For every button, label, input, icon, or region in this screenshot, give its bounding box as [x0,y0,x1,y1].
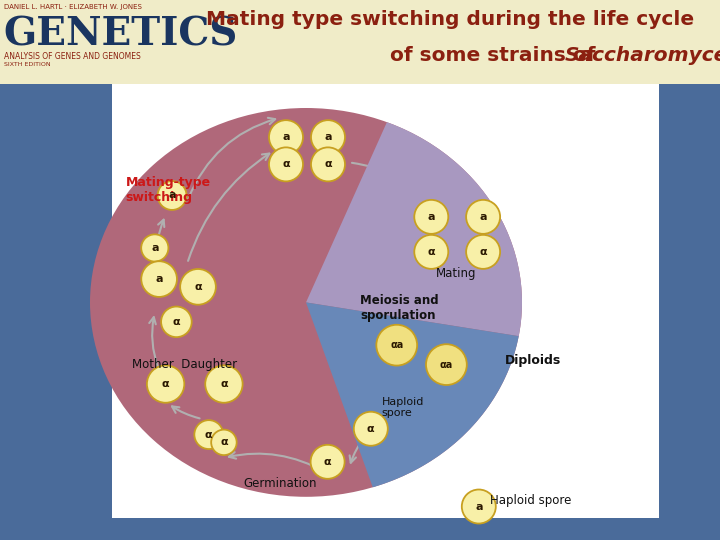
Text: Haploid spore: Haploid spore [490,494,571,507]
Circle shape [466,200,500,234]
Circle shape [211,430,237,455]
Text: Meiosis and
sporulation: Meiosis and sporulation [360,294,438,322]
Circle shape [147,366,184,403]
Circle shape [205,366,243,403]
Polygon shape [306,302,518,487]
FancyBboxPatch shape [0,0,720,84]
Text: ANALYSIS OF GENES AND GENOMES: ANALYSIS OF GENES AND GENOMES [4,52,140,61]
Text: αa: αa [440,360,453,369]
Text: Mating: Mating [436,267,476,280]
Circle shape [466,235,500,269]
Text: a: a [282,132,289,142]
Circle shape [269,147,303,181]
Circle shape [311,120,345,154]
Text: Saccharomyces: Saccharomyces [565,46,720,65]
Circle shape [161,307,192,337]
Text: α: α [194,282,202,292]
Circle shape [311,147,345,181]
Text: α: α [220,437,228,447]
Text: DANIEL L. HARTL · ELIZABETH W. JONES: DANIEL L. HARTL · ELIZABETH W. JONES [4,4,142,10]
Circle shape [462,490,496,523]
Circle shape [141,234,168,261]
Circle shape [426,344,467,385]
Text: a: a [428,212,435,222]
Circle shape [414,235,449,269]
Text: SIXTH EDITION: SIXTH EDITION [4,62,50,67]
Text: α: α [220,379,228,389]
Circle shape [310,445,345,479]
Text: α: α [162,379,169,389]
Text: α: α [428,247,435,257]
Text: a: a [168,191,176,200]
Text: α: α [324,159,332,170]
Text: Haploid
spore: Haploid spore [382,396,424,418]
Text: α: α [324,457,331,467]
FancyBboxPatch shape [112,78,659,518]
Circle shape [180,269,216,305]
Text: a: a [475,502,482,511]
Ellipse shape [90,108,522,497]
Circle shape [194,420,223,449]
Text: α: α [367,424,374,434]
Text: GENETICS: GENETICS [3,16,238,54]
Text: α: α [205,430,212,440]
Text: a: a [156,274,163,284]
Circle shape [158,181,186,210]
Text: α: α [282,159,290,170]
Text: a: a [324,132,332,142]
Text: Diploids: Diploids [505,354,561,367]
Circle shape [354,412,388,445]
Text: Mother  Daughter: Mother Daughter [132,358,237,371]
Text: a: a [480,212,487,222]
Circle shape [414,200,449,234]
Text: α: α [480,247,487,257]
Text: αa: αa [390,340,403,350]
Circle shape [269,120,303,154]
Text: Germination: Germination [243,477,317,490]
Circle shape [141,261,177,297]
Text: Mating-type
switching: Mating-type switching [125,176,211,204]
Circle shape [377,325,417,366]
Text: Mating type switching during the life cycle: Mating type switching during the life cy… [206,10,694,29]
Text: α: α [173,317,180,327]
Text: of some strains of: of some strains of [390,46,603,65]
Polygon shape [306,122,522,336]
Text: a: a [151,243,158,253]
